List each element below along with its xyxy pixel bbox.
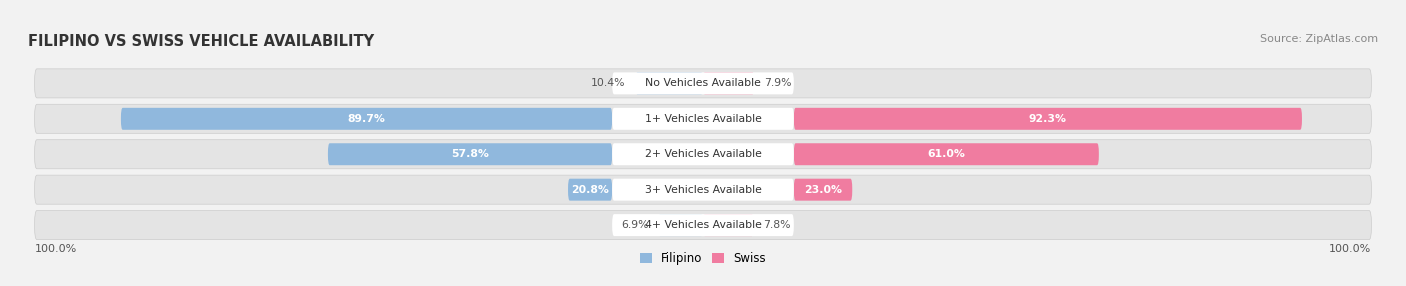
Text: 7.9%: 7.9%	[763, 78, 792, 88]
Text: 2+ Vehicles Available: 2+ Vehicles Available	[644, 149, 762, 159]
FancyBboxPatch shape	[568, 179, 612, 201]
FancyBboxPatch shape	[636, 72, 703, 94]
FancyBboxPatch shape	[794, 179, 852, 201]
FancyBboxPatch shape	[35, 175, 1371, 204]
FancyBboxPatch shape	[612, 108, 794, 130]
Text: 57.8%: 57.8%	[451, 149, 489, 159]
FancyBboxPatch shape	[121, 108, 612, 130]
FancyBboxPatch shape	[612, 72, 794, 94]
FancyBboxPatch shape	[794, 108, 1302, 130]
FancyBboxPatch shape	[612, 179, 794, 201]
FancyBboxPatch shape	[794, 143, 1099, 165]
Text: 20.8%: 20.8%	[571, 185, 609, 195]
FancyBboxPatch shape	[328, 143, 612, 165]
FancyBboxPatch shape	[703, 72, 754, 94]
Legend: Filipino, Swiss: Filipino, Swiss	[636, 247, 770, 270]
FancyBboxPatch shape	[612, 214, 794, 236]
Text: 92.3%: 92.3%	[1029, 114, 1067, 124]
Text: 1+ Vehicles Available: 1+ Vehicles Available	[644, 114, 762, 124]
Text: Source: ZipAtlas.com: Source: ZipAtlas.com	[1260, 34, 1378, 44]
FancyBboxPatch shape	[35, 69, 1371, 98]
Text: 61.0%: 61.0%	[928, 149, 966, 159]
FancyBboxPatch shape	[703, 214, 754, 236]
FancyBboxPatch shape	[35, 140, 1371, 169]
Text: 4+ Vehicles Available: 4+ Vehicles Available	[644, 220, 762, 230]
FancyBboxPatch shape	[612, 143, 794, 165]
FancyBboxPatch shape	[658, 214, 703, 236]
Text: 6.9%: 6.9%	[621, 220, 648, 230]
FancyBboxPatch shape	[35, 104, 1371, 133]
Text: 7.8%: 7.8%	[763, 220, 790, 230]
Text: No Vehicles Available: No Vehicles Available	[645, 78, 761, 88]
FancyBboxPatch shape	[35, 210, 1371, 240]
Text: 10.4%: 10.4%	[592, 78, 626, 88]
Text: 23.0%: 23.0%	[804, 185, 842, 195]
Text: 89.7%: 89.7%	[347, 114, 385, 124]
Text: FILIPINO VS SWISS VEHICLE AVAILABILITY: FILIPINO VS SWISS VEHICLE AVAILABILITY	[28, 34, 374, 49]
Text: 100.0%: 100.0%	[1329, 244, 1371, 254]
Text: 3+ Vehicles Available: 3+ Vehicles Available	[644, 185, 762, 195]
Text: 100.0%: 100.0%	[35, 244, 77, 254]
